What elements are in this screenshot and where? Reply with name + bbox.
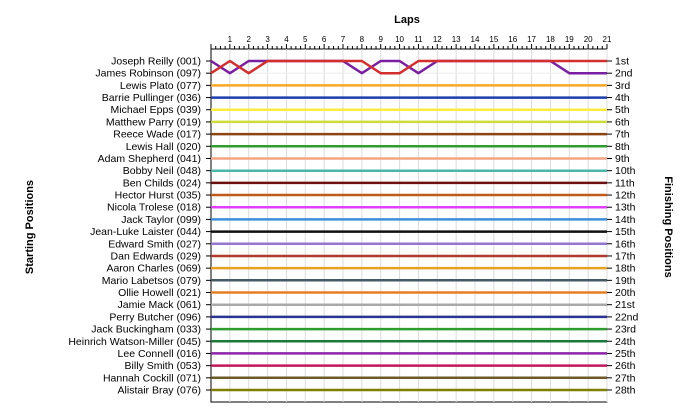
x-tick-label: 13 (452, 35, 461, 44)
finishing-position-label: 22nd (615, 311, 639, 323)
y-axis-left-label: Starting Positions (24, 180, 36, 274)
series-lines (210, 59, 607, 392)
starting-position-label: Dan Edwards (029) (111, 250, 201, 262)
series-line (210, 59, 607, 75)
finishing-position-label: 11th (615, 177, 635, 189)
starting-position-label: Aaron Charles (069) (106, 263, 201, 275)
x-tick-label: 3 (265, 35, 270, 44)
finishing-position-label: 13th (615, 202, 636, 214)
x-tick-label: 4 (284, 35, 289, 44)
starting-position-label: Lewis Hall (020) (126, 141, 201, 153)
starting-position-label: Perry Butcher (096) (109, 311, 201, 323)
starting-position-label: Bobby Neil (048) (123, 165, 201, 177)
starting-position-label: Heinrich Watson-Miller (045) (68, 336, 201, 348)
x-tick-label: 1 (228, 35, 233, 44)
finishing-position-label: 21st (615, 299, 635, 311)
finishing-position-label: 23rd (615, 324, 636, 336)
starting-position-label: Billy Smith (053) (125, 360, 201, 372)
finishing-position-labels: 1st2nd3rd4th5th6th7th8th9th10th11th12th1… (607, 56, 639, 397)
starting-position-label: Mario Labetsos (079) (102, 275, 201, 287)
starting-position-label: Hector Hurst (035) (115, 190, 201, 202)
finishing-position-label: 1st (615, 56, 629, 68)
x-tick-label: 14 (471, 35, 480, 44)
x-tick-label: 19 (565, 35, 574, 44)
x-tick-label: 16 (508, 35, 517, 44)
finishing-position-label: 12th (615, 190, 636, 202)
x-tick-label: 12 (433, 35, 442, 44)
finishing-position-label: 28th (615, 385, 636, 397)
starting-position-label: James Robinson (097) (95, 68, 201, 80)
finishing-position-label: 4th (615, 92, 630, 104)
starting-position-label: Hannah Cockill (071) (103, 372, 201, 384)
y-axis-right-label: Finishing Positions (662, 176, 674, 277)
starting-position-label: Barrie Pullinger (036) (102, 92, 201, 104)
grid (210, 48, 608, 403)
finishing-position-label: 5th (615, 104, 630, 116)
starting-position-label: Ollie Howell (021) (118, 287, 201, 299)
finishing-position-label: 15th (615, 226, 636, 238)
finishing-position-label: 9th (615, 153, 630, 165)
plot-area (210, 48, 608, 403)
finishing-position-label: 6th (615, 116, 630, 128)
finishing-position-label: 8th (615, 141, 630, 153)
starting-position-label: Edward Smith (027) (108, 238, 201, 250)
starting-position-label: Matthew Parry (019) (106, 116, 201, 128)
finishing-position-label: 24th (615, 336, 636, 348)
finishing-position-label: 20th (615, 287, 636, 299)
starting-position-label: Jack Buckingham (033) (91, 324, 201, 336)
x-tick-label: 11 (414, 35, 423, 44)
starting-position-label: Jack Taylor (099) (121, 214, 201, 226)
finishing-position-label: 25th (615, 348, 636, 360)
starting-position-label: Reece Wade (017) (113, 129, 201, 141)
starting-position-label: Jamie Mack (061) (118, 299, 201, 311)
starting-position-label: Lee Connell (016) (118, 348, 201, 360)
x-tick-label: 2 (246, 35, 251, 44)
finishing-position-label: 7th (615, 129, 630, 141)
starting-position-label: Michael Epps (039) (111, 104, 201, 116)
x-tick-label: 17 (527, 35, 536, 44)
x-tick-label: 20 (584, 35, 593, 44)
finishing-position-label: 10th (615, 165, 636, 177)
finishing-position-label: 27th (615, 372, 636, 384)
x-tick-label: 5 (303, 35, 308, 44)
starting-position-label: Alistair Bray (076) (118, 385, 201, 397)
x-tick-label: 10 (395, 35, 404, 44)
starting-position-label: Jean-Luke Laister (044) (90, 226, 201, 238)
finishing-position-label: 14th (615, 214, 636, 226)
finishing-position-label: 19th (615, 275, 636, 287)
finishing-position-label: 18th (615, 263, 636, 275)
finishing-position-label: 16th (615, 238, 636, 250)
x-tick-label: 21 (603, 35, 612, 44)
starting-position-label: Nicola Trolese (018) (107, 202, 201, 214)
finishing-position-label: 17th (615, 250, 636, 262)
finishing-position-label: 26th (615, 360, 636, 372)
starting-position-label: Joseph Reilly (001) (111, 56, 201, 68)
starting-position-label: Adam Shepherd (041) (98, 153, 201, 165)
x-tick-label: 9 (378, 35, 383, 44)
x-tick-label: 18 (546, 35, 555, 44)
chart-title: Laps (394, 14, 420, 26)
x-tick-label: 8 (360, 35, 365, 44)
finishing-position-label: 3rd (615, 80, 630, 92)
x-tick-label: 7 (341, 35, 346, 44)
starting-position-labels: Joseph Reilly (001)James Robinson (097)L… (68, 56, 211, 397)
finishing-position-label: 2nd (615, 68, 633, 80)
starting-position-label: Ben Childs (024) (123, 177, 201, 189)
starting-position-label: Lewis Plato (077) (120, 80, 201, 92)
x-axis-ticks: 1 2 3 4 5 6 7 8 9 10 11 12 13 14 15 16 17 18 19 20 21 (210, 35, 612, 49)
x-tick-label: 15 (489, 35, 498, 44)
x-tick-label: 6 (322, 35, 327, 44)
